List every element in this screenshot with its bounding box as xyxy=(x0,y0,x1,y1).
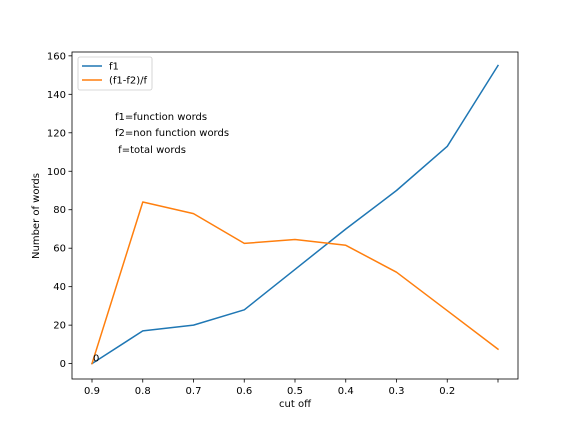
note-f2: f2=non function words xyxy=(115,128,229,139)
y-tick-label: 60 xyxy=(53,244,66,255)
x-axis: 0.9 0.8 0.7 0.6 0.5 0.4 0.3 0.2 xyxy=(84,379,499,397)
x-tick-label: 0.4 xyxy=(338,386,354,397)
x-tick-label: 0.2 xyxy=(439,386,455,397)
plot-marks xyxy=(90,64,500,365)
y-axis-label: Number of words xyxy=(31,173,42,259)
x-tick-label: 0.8 xyxy=(135,386,151,397)
x-tick-label: 0.9 xyxy=(84,386,100,397)
x-tick-label: 0.5 xyxy=(287,386,303,397)
x-axis-label: cut off xyxy=(279,399,312,410)
y-tick-label: 140 xyxy=(47,90,66,101)
annotations: 0 f1=function words f2=non function word… xyxy=(93,112,229,365)
y-tick-label: 100 xyxy=(47,167,66,178)
y-tick-label: 80 xyxy=(53,205,66,216)
zero-annotation: 0 xyxy=(93,354,99,365)
y-tick-label: 40 xyxy=(53,282,66,293)
y-tick-label: 0 xyxy=(60,359,66,370)
legend-label-f1: f1 xyxy=(109,62,119,73)
legend: f1 (f1-f2)/f xyxy=(77,56,153,91)
y-tick-label: 160 xyxy=(47,51,66,62)
x-tick-label: 0.6 xyxy=(236,386,252,397)
y-tick-label: 20 xyxy=(53,321,66,332)
x-tick-label: 0.3 xyxy=(389,386,405,397)
legend-label-ratio: (f1-f2)/f xyxy=(109,76,148,87)
y-tick-label: 120 xyxy=(47,128,66,139)
series-line-ratio xyxy=(91,201,500,365)
y-axis: 0 20 40 60 80 100 120 140 160 xyxy=(47,51,72,370)
series-line-f1 xyxy=(90,64,500,365)
note-f1: f1=function words xyxy=(115,112,207,123)
x-tick-label: 0.7 xyxy=(186,386,202,397)
note-f: f=total words xyxy=(115,145,186,156)
